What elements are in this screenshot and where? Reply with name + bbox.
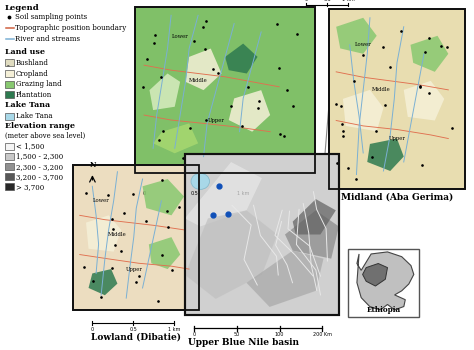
Polygon shape bbox=[357, 252, 414, 310]
Text: 1 km: 1 km bbox=[168, 327, 180, 331]
Polygon shape bbox=[336, 18, 377, 54]
Bar bbox=[185, 154, 339, 315]
Text: > 3,700: > 3,700 bbox=[16, 183, 44, 191]
Bar bbox=[5, 113, 14, 120]
Text: Ethiopia: Ethiopia bbox=[367, 306, 401, 314]
Bar bbox=[135, 7, 315, 173]
Polygon shape bbox=[149, 74, 180, 110]
Text: 50: 50 bbox=[234, 332, 240, 337]
Text: 0.5: 0.5 bbox=[323, 0, 331, 2]
Text: Upper: Upper bbox=[208, 118, 225, 122]
Text: Elevation range: Elevation range bbox=[5, 122, 75, 130]
Text: Cropland: Cropland bbox=[16, 70, 48, 78]
Bar bbox=[5, 173, 14, 180]
Polygon shape bbox=[225, 44, 257, 74]
Text: 0.5: 0.5 bbox=[190, 191, 198, 196]
Text: Middle: Middle bbox=[372, 88, 390, 92]
Polygon shape bbox=[143, 179, 184, 215]
Text: N: N bbox=[89, 161, 96, 169]
Bar bbox=[5, 81, 14, 88]
Text: Midland (Aba Gerima): Midland (Aba Gerima) bbox=[341, 193, 453, 202]
Text: River and streams: River and streams bbox=[15, 35, 80, 43]
Text: Grazing land: Grazing land bbox=[16, 80, 61, 88]
Text: 0: 0 bbox=[143, 191, 146, 196]
Text: 2,300 - 3,200: 2,300 - 3,200 bbox=[16, 163, 63, 171]
Polygon shape bbox=[89, 269, 118, 295]
Text: Plantation: Plantation bbox=[16, 91, 52, 99]
Polygon shape bbox=[246, 251, 324, 307]
Text: Lake Tana: Lake Tana bbox=[5, 101, 50, 109]
Polygon shape bbox=[86, 215, 121, 252]
Bar bbox=[5, 143, 14, 150]
Text: Upper Blue Nile basin: Upper Blue Nile basin bbox=[188, 338, 299, 347]
Text: 1 km: 1 km bbox=[237, 191, 250, 196]
Text: Lower: Lower bbox=[93, 198, 109, 203]
Text: 0: 0 bbox=[304, 0, 307, 2]
Text: 0: 0 bbox=[193, 332, 196, 337]
Bar bbox=[5, 163, 14, 170]
Bar bbox=[5, 183, 14, 190]
Text: Legend: Legend bbox=[5, 4, 39, 12]
Text: Lower: Lower bbox=[355, 42, 372, 47]
Text: Lowland (Dibatie): Lowland (Dibatie) bbox=[91, 332, 181, 342]
Polygon shape bbox=[229, 90, 270, 132]
Polygon shape bbox=[363, 264, 387, 286]
Ellipse shape bbox=[191, 173, 210, 189]
Text: Topographic position boundary: Topographic position boundary bbox=[15, 24, 127, 32]
Polygon shape bbox=[185, 210, 277, 299]
Bar bbox=[348, 248, 419, 317]
Text: Middle: Middle bbox=[189, 78, 208, 83]
Text: Lake Tana: Lake Tana bbox=[16, 112, 52, 120]
Text: < 1,500: < 1,500 bbox=[16, 142, 44, 150]
Text: 1,500 - 2,300: 1,500 - 2,300 bbox=[16, 153, 63, 161]
Bar bbox=[135, 7, 315, 173]
Polygon shape bbox=[149, 237, 180, 269]
Bar bbox=[185, 154, 339, 315]
Text: Soil sampling points: Soil sampling points bbox=[15, 13, 87, 21]
Text: Upper: Upper bbox=[125, 267, 142, 272]
Polygon shape bbox=[404, 81, 444, 120]
Bar bbox=[5, 70, 14, 77]
Bar bbox=[5, 60, 14, 66]
Polygon shape bbox=[367, 139, 404, 171]
Bar bbox=[329, 9, 465, 189]
Polygon shape bbox=[153, 124, 198, 153]
Text: Upper: Upper bbox=[389, 136, 405, 141]
Text: Lower: Lower bbox=[172, 34, 189, 40]
Text: Bushland: Bushland bbox=[16, 59, 48, 67]
Text: 1 Km: 1 Km bbox=[342, 0, 355, 2]
Polygon shape bbox=[410, 36, 448, 72]
Bar bbox=[329, 9, 465, 189]
Text: 0: 0 bbox=[91, 327, 94, 331]
Text: 0.5: 0.5 bbox=[129, 327, 137, 331]
Text: Land use: Land use bbox=[5, 48, 45, 56]
Text: Middle: Middle bbox=[108, 232, 127, 237]
Polygon shape bbox=[343, 90, 383, 131]
Polygon shape bbox=[185, 49, 221, 90]
Text: 3,200 - 3,700: 3,200 - 3,700 bbox=[16, 173, 63, 181]
Polygon shape bbox=[292, 199, 336, 234]
Text: (meter above sea level): (meter above sea level) bbox=[5, 132, 85, 140]
Bar bbox=[5, 91, 14, 98]
Text: 200 Km: 200 Km bbox=[313, 332, 332, 337]
Polygon shape bbox=[285, 210, 339, 259]
Bar bbox=[5, 153, 14, 160]
Text: 100: 100 bbox=[275, 332, 284, 337]
Bar bbox=[73, 164, 199, 310]
Polygon shape bbox=[185, 162, 262, 226]
Bar bbox=[73, 164, 199, 310]
